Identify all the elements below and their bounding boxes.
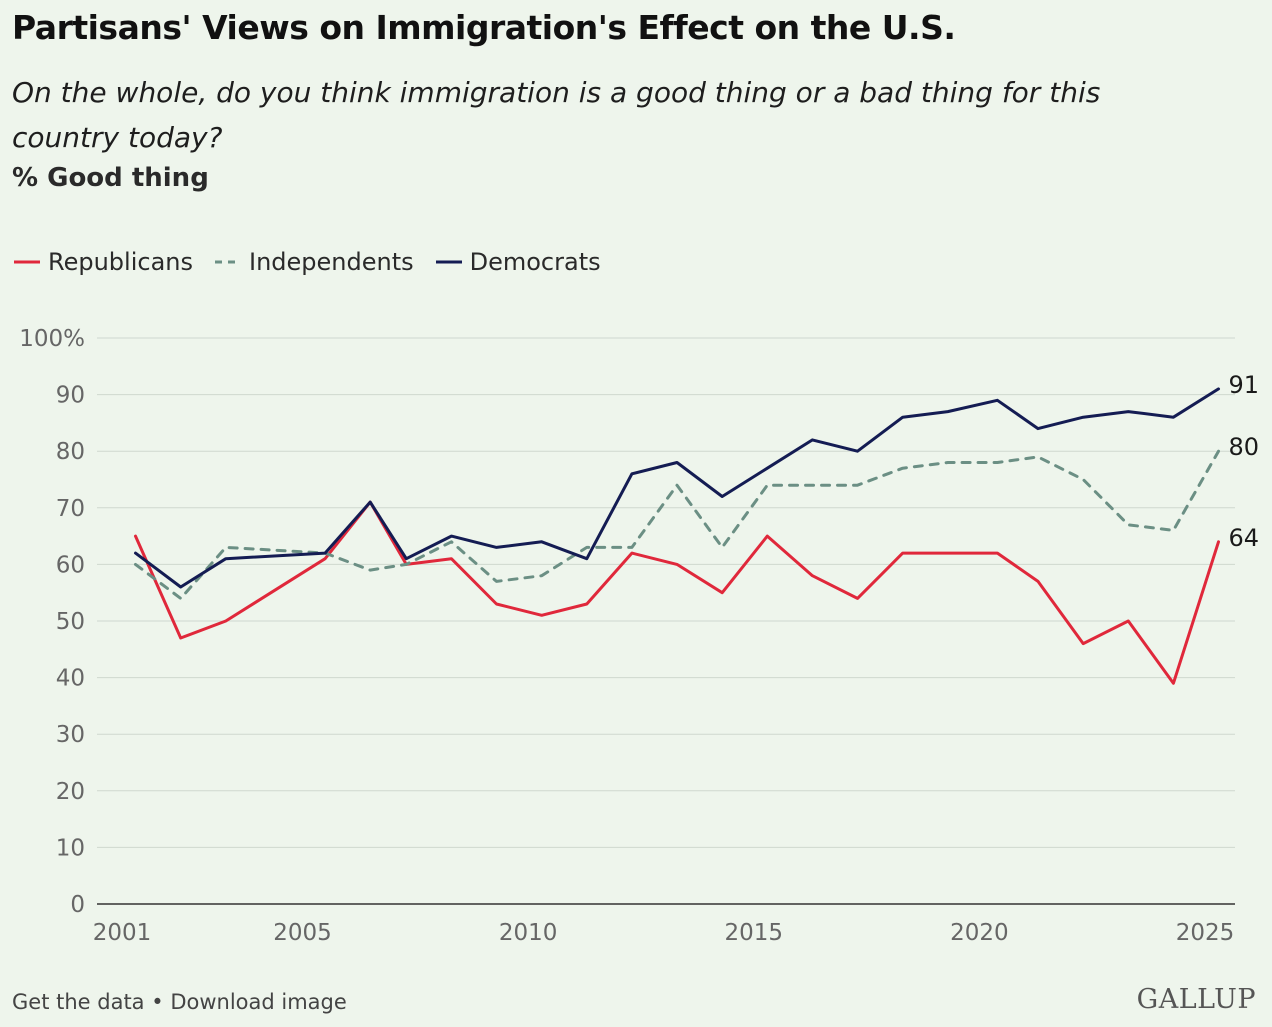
chart-title: Partisans' Views on Immigration's Effect…: [12, 8, 956, 47]
y-tick-label: 30: [56, 722, 85, 748]
legend-swatch-democrats: [435, 260, 462, 264]
line-chart: 0 10 20 30 40 50 60 70 80 90 100% 2001 2005 2010 2015…: [19, 326, 1260, 946]
end-label-republicans: 64: [1229, 524, 1260, 552]
y-tick-label: 20: [56, 779, 85, 805]
y-tick-label: 100%: [19, 326, 85, 352]
y-tick-label: 40: [56, 666, 85, 692]
gridlines: [97, 337, 1235, 905]
series-lines: [134, 387, 1220, 685]
y-axis-ticks: 0 10 20 30 40 50 60 70 80 90 100%: [19, 326, 85, 918]
legend-item-republicans[interactable]: Republicans: [12, 248, 193, 276]
y-tick-label: 60: [56, 552, 85, 578]
download-image-link[interactable]: Download image: [170, 990, 347, 1014]
x-tick-label: 2010: [499, 920, 558, 946]
end-label-independents: 80: [1229, 433, 1260, 461]
x-tick-label: 2001: [93, 920, 152, 946]
series-line-democrats: [134, 387, 1220, 589]
y-tick-label: 90: [56, 383, 85, 409]
chart-subtitle: On the whole, do you think immigration i…: [12, 76, 1101, 154]
legend-item-independents[interactable]: Independents: [213, 248, 414, 276]
measure-label: % Good thing: [12, 163, 209, 193]
y-tick-label: 70: [56, 496, 85, 522]
series-line-republicans: [134, 500, 1220, 685]
y-tick-label: 50: [56, 609, 85, 635]
footer-links: Get the data • Download image: [12, 990, 347, 1014]
legend-swatch-independents: [215, 260, 241, 264]
legend-label-democrats: Democrats: [469, 248, 601, 276]
series-line-independents: [134, 449, 1220, 600]
x-tick-label: 2025: [1176, 920, 1235, 946]
y-tick-label: 10: [56, 835, 85, 861]
legend-label-republicans: Republicans: [48, 248, 193, 276]
y-tick-label: 80: [56, 439, 85, 465]
x-tick-label: 2015: [724, 920, 783, 946]
get-data-link[interactable]: Get the data: [12, 990, 145, 1014]
end-label-democrats: 91: [1229, 371, 1260, 399]
chart-legend: Republicans Independents Democrats: [12, 248, 621, 276]
x-tick-label: 2020: [950, 920, 1009, 946]
end-labels: 64 80 91: [1229, 371, 1260, 552]
x-axis-ticks: 2001 2005 2010 2015 2020 2025: [93, 920, 1235, 946]
legend-label-independents: Independents: [249, 248, 414, 276]
gallup-logo: GALLUP: [1136, 984, 1256, 1015]
legend-item-democrats[interactable]: Democrats: [434, 248, 601, 276]
legend-swatch-republicans: [14, 260, 40, 264]
footer-separator: •: [151, 990, 164, 1014]
y-tick-label: 0: [70, 892, 85, 918]
x-tick-label: 2005: [273, 920, 332, 946]
